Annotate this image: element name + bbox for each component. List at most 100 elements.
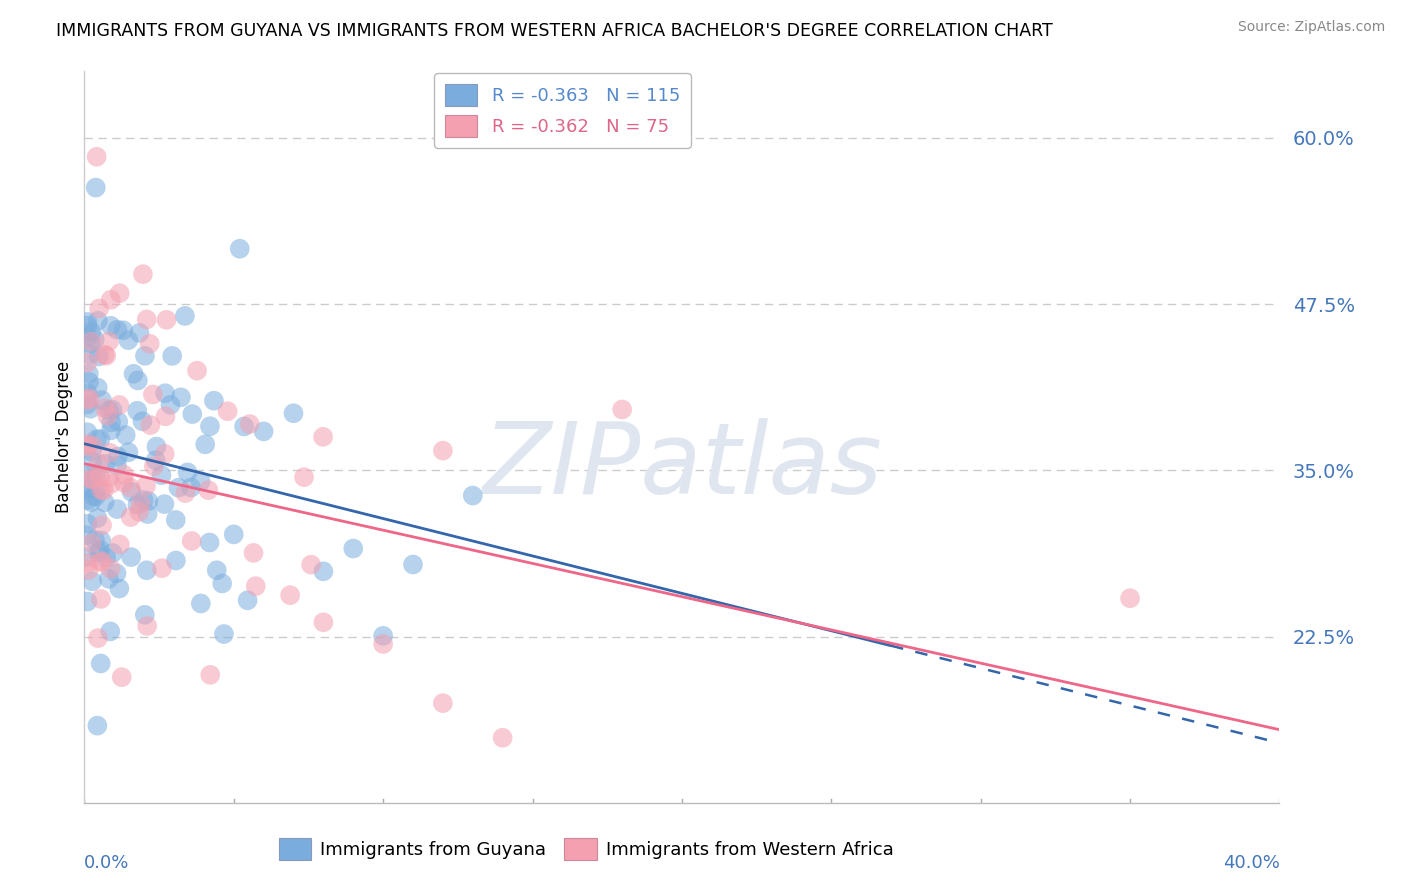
Point — [135, 479, 157, 493]
Point — [100, 318, 122, 333]
Point — [89, 543, 111, 558]
Point — [245, 579, 267, 593]
Point — [121, 484, 143, 499]
Point — [89, 301, 111, 316]
Point — [80, 495, 103, 509]
Point — [82, 489, 104, 503]
Point — [101, 402, 124, 417]
Point — [155, 313, 177, 327]
Point — [76, 397, 98, 411]
Point — [155, 409, 177, 424]
Point — [612, 402, 634, 417]
Point — [89, 432, 111, 446]
Point — [91, 518, 114, 533]
Point — [76, 516, 98, 531]
Point — [198, 535, 221, 549]
Point — [128, 326, 150, 340]
Point — [97, 470, 120, 484]
Point — [198, 419, 221, 434]
Point — [120, 481, 142, 495]
Point — [100, 476, 122, 491]
Point — [200, 668, 222, 682]
Point — [96, 550, 118, 565]
Point — [100, 561, 122, 575]
Point — [84, 469, 107, 483]
Point — [432, 696, 454, 710]
Point — [170, 390, 193, 404]
Point — [100, 423, 122, 437]
Point — [253, 425, 276, 439]
Point — [134, 607, 156, 622]
Point — [153, 386, 176, 401]
Point — [108, 537, 131, 551]
Point — [79, 336, 101, 351]
Point — [132, 267, 155, 281]
Point — [233, 419, 256, 434]
Point — [89, 555, 111, 569]
Point — [150, 468, 173, 483]
Point — [111, 670, 134, 684]
Point — [80, 536, 103, 550]
Point — [167, 481, 190, 495]
Point — [202, 393, 225, 408]
Point — [77, 367, 100, 381]
Point — [312, 564, 335, 578]
Point — [76, 549, 98, 564]
Point — [96, 409, 118, 423]
Text: IMMIGRANTS FROM GUYANA VS IMMIGRANTS FROM WESTERN AFRICA BACHELOR'S DEGREE CORRE: IMMIGRANTS FROM GUYANA VS IMMIGRANTS FRO… — [56, 22, 1053, 40]
Point — [402, 558, 425, 572]
Point — [176, 466, 198, 480]
Point — [80, 444, 103, 458]
Point — [84, 489, 107, 503]
Point — [117, 333, 139, 347]
Point — [87, 350, 110, 364]
Point — [94, 401, 117, 416]
Point — [76, 594, 98, 608]
Point — [107, 450, 129, 464]
Point — [136, 507, 159, 521]
Point — [136, 619, 159, 633]
Point — [91, 554, 114, 568]
Point — [79, 347, 101, 361]
Point — [105, 502, 128, 516]
Point — [112, 323, 135, 337]
Point — [80, 325, 103, 339]
Point — [129, 497, 152, 511]
Legend: Immigrants from Guyana, Immigrants from Western Africa: Immigrants from Guyana, Immigrants from … — [271, 830, 901, 867]
Point — [89, 470, 111, 484]
Point — [153, 497, 176, 511]
Point — [76, 425, 98, 440]
Point — [190, 597, 212, 611]
Point — [87, 314, 110, 328]
Point — [212, 627, 235, 641]
Point — [159, 398, 181, 412]
Point — [80, 481, 103, 495]
Point — [312, 430, 335, 444]
Point — [138, 494, 160, 508]
Point — [229, 242, 252, 256]
Point — [77, 375, 100, 389]
Point — [108, 582, 131, 596]
Point — [105, 566, 128, 581]
Point — [101, 546, 124, 560]
Point — [1119, 591, 1142, 606]
Point — [222, 527, 245, 541]
Point — [139, 418, 162, 433]
Point — [150, 561, 173, 575]
Point — [86, 511, 108, 525]
Point — [76, 355, 98, 369]
Point — [82, 439, 104, 453]
Point — [138, 336, 160, 351]
Point — [100, 293, 122, 307]
Point — [98, 624, 121, 639]
Point — [205, 563, 228, 577]
Point — [86, 381, 108, 395]
Point — [142, 459, 165, 474]
Point — [239, 417, 262, 431]
Point — [461, 489, 484, 503]
Point — [117, 445, 139, 459]
Point — [283, 406, 305, 420]
Point — [134, 349, 156, 363]
Point — [93, 483, 115, 497]
Point — [112, 467, 135, 482]
